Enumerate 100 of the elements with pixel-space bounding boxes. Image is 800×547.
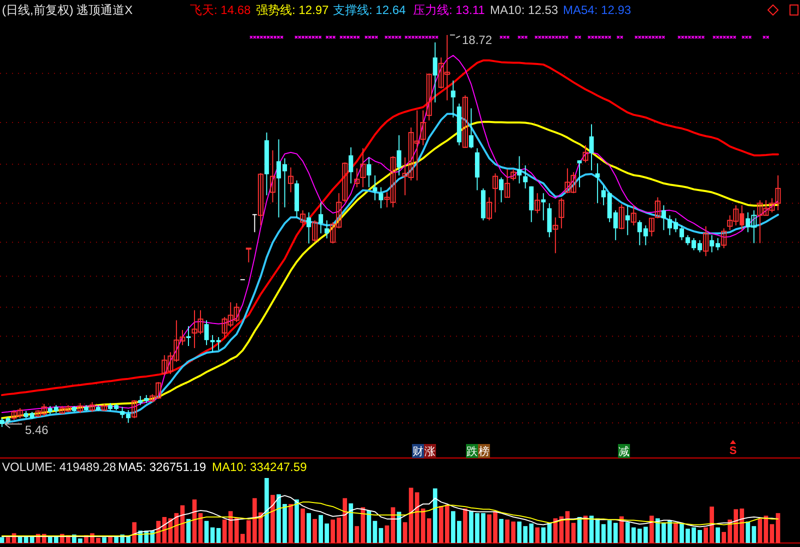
bar [770,524,774,543]
candlestick [342,162,348,203]
candlestick [547,202,552,238]
text: 跌 [466,446,478,458]
candlestick [252,214,257,233]
candlestick [582,144,588,163]
candlestick [89,402,95,412]
bar [102,537,106,543]
text: S [729,445,737,457]
text: 涨 [424,446,436,458]
candlestick [486,196,492,221]
candlestick [450,80,456,118]
bar [204,520,209,543]
bar [108,536,112,543]
text: 飞天: 14.68 [190,3,252,17]
bar [613,522,618,543]
bar [463,508,468,543]
text: 财 [412,445,424,458]
candlestick [258,172,264,226]
bar [222,520,227,543]
bar [378,528,384,543]
candlestick [654,196,660,219]
candlestick [354,168,360,188]
bar [499,518,504,543]
candlestick [510,168,516,181]
candlestick [426,72,432,121]
chart-title: (日线,前复权) 逃顶通道X [2,3,133,17]
candlestick [204,320,209,346]
text: 压力线: 13.11 [413,3,486,17]
candlestick [625,204,630,236]
bar [210,527,215,543]
candlestick [499,176,504,203]
bar [674,522,678,543]
candlestick [324,220,330,239]
candlestick [630,204,636,226]
text: 榜 [478,445,490,458]
bar [132,522,137,543]
bar [6,537,10,543]
candlestick [577,160,582,188]
bar [312,518,317,543]
candlestick [132,400,138,419]
bar [650,516,654,543]
text: MA5: 326751.19 [118,460,206,474]
candlestick [589,124,594,171]
bar [288,504,293,543]
bar [384,525,390,543]
candlestick [246,248,252,263]
candlestick [378,186,384,209]
text: 强势线: 12.97 [256,3,330,17]
candlestick [312,220,318,243]
candlestick [318,202,324,234]
bar [0,537,4,543]
candlestick [372,174,378,201]
candlestick [348,146,354,184]
text: 支撑线: 12.64 [333,3,406,17]
candlestick [288,166,294,193]
candlestick [529,186,534,223]
annotation: 18.72 [462,33,492,47]
text: 减 [618,445,630,458]
bar [619,516,624,543]
bar [571,522,576,543]
candlestick [492,172,498,213]
bar [716,527,720,543]
candlestick [703,226,709,257]
candlestick [552,216,558,254]
candlestick [300,210,306,228]
bar [758,518,762,543]
annotation: 5.46 [25,423,49,437]
bar [348,503,354,543]
candlestick [360,148,366,188]
bar [306,513,311,543]
bar [776,513,780,543]
candlestick [618,204,624,230]
candlestick [595,162,600,204]
candlestick [396,134,402,176]
chart-title: VOLUME: 419489.28 [2,460,116,474]
bar [300,508,305,543]
text: MA54: 12.93 [563,3,632,17]
candlestick [523,164,528,189]
candlestick [468,108,474,149]
bar [264,478,269,543]
bar [270,494,275,543]
bar [216,528,221,543]
bar [601,524,606,543]
candlestick [432,42,438,103]
bar [294,499,299,543]
bar [354,526,360,543]
candlestick [366,156,372,188]
candlestick [541,192,546,221]
text: MA10: 334247.59 [212,460,308,474]
candlestick [517,156,522,184]
bar [402,522,408,543]
candlestick [462,94,468,148]
candlestick [558,198,564,229]
candlestick [534,192,540,214]
bar [535,527,540,543]
bar [607,520,612,543]
candlestick [77,402,83,414]
bar [432,488,438,543]
candlestick [186,326,191,346]
